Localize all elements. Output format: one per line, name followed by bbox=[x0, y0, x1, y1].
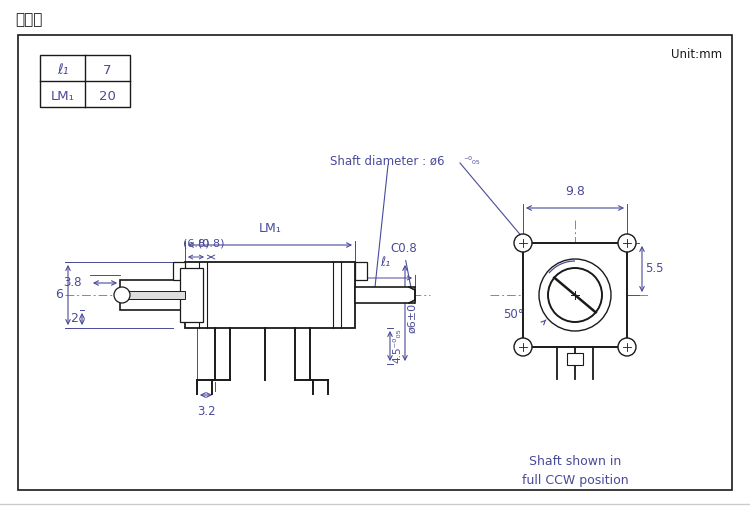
Text: ℓ₁: ℓ₁ bbox=[380, 256, 390, 269]
Text: 50°: 50° bbox=[503, 309, 524, 322]
Circle shape bbox=[514, 234, 532, 252]
Circle shape bbox=[618, 338, 636, 356]
Text: 20: 20 bbox=[99, 90, 116, 102]
Text: 4.5⁻⁰₀₅: 4.5⁻⁰₀₅ bbox=[392, 329, 402, 364]
Bar bbox=[18, 35, 732, 490]
Text: 3.2: 3.2 bbox=[196, 405, 215, 418]
Text: ℓ₁: ℓ₁ bbox=[57, 63, 68, 77]
Text: 6: 6 bbox=[56, 288, 63, 302]
Text: 7: 7 bbox=[104, 63, 112, 76]
Text: 5.5: 5.5 bbox=[645, 263, 664, 275]
Bar bbox=[180, 268, 203, 322]
Bar bbox=[185, 262, 355, 328]
Bar bbox=[120, 291, 185, 299]
Text: ø6±0.5: ø6±0.5 bbox=[407, 293, 417, 333]
Text: (6.8): (6.8) bbox=[183, 238, 209, 248]
Bar bbox=[173, 262, 185, 280]
Text: 9.8: 9.8 bbox=[565, 185, 585, 198]
Bar bbox=[40, 55, 130, 107]
Bar bbox=[567, 353, 583, 365]
Bar bbox=[355, 262, 367, 280]
Bar bbox=[120, 280, 185, 310]
Text: 外形图: 外形图 bbox=[15, 12, 42, 27]
Text: ⁻⁰₀₅: ⁻⁰₀₅ bbox=[463, 156, 480, 166]
Text: LM₁: LM₁ bbox=[259, 222, 281, 235]
Text: Shaft shown in
full CCW position: Shaft shown in full CCW position bbox=[522, 455, 628, 487]
Circle shape bbox=[114, 287, 130, 303]
Text: 2: 2 bbox=[70, 312, 78, 326]
Text: Unit:mm: Unit:mm bbox=[670, 48, 722, 61]
Circle shape bbox=[618, 234, 636, 252]
Bar bbox=[355, 287, 415, 303]
Text: C0.8: C0.8 bbox=[390, 242, 417, 295]
Bar bbox=[523, 243, 627, 347]
Text: (0.8): (0.8) bbox=[198, 238, 224, 248]
Text: 3.8: 3.8 bbox=[64, 276, 82, 289]
Circle shape bbox=[548, 268, 602, 322]
Text: LM₁: LM₁ bbox=[50, 90, 74, 102]
Circle shape bbox=[514, 338, 532, 356]
Text: Shaft diameter : ø6: Shaft diameter : ø6 bbox=[330, 155, 445, 168]
Circle shape bbox=[539, 259, 611, 331]
